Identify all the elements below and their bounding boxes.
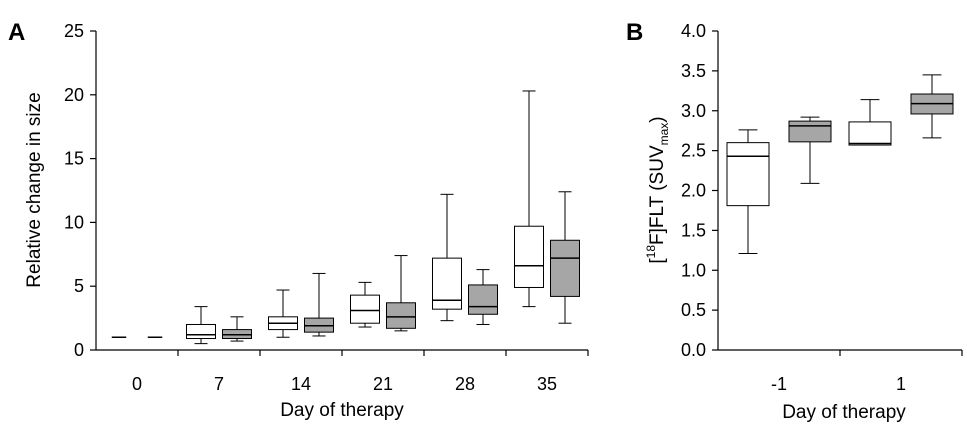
- panel-b-y-tick-label: 3.0: [681, 101, 706, 121]
- panel-b-y-tick-label: 1.5: [681, 220, 706, 240]
- panel-b-label: B: [626, 19, 643, 46]
- panel-b-y-tick-label: 3.5: [681, 61, 706, 81]
- box-plot-a-gray-7: [222, 316, 252, 342]
- iqr-box: [186, 323, 216, 340]
- panel-a-x-tick-label: 14: [291, 374, 311, 394]
- panel-a-y-tick-label: 25: [64, 21, 84, 41]
- panel-b-y-tick-label: 2.0: [681, 181, 706, 201]
- panel-b-y-tick-label: 0.0: [681, 340, 706, 360]
- panel-b-y-tick-label: 4.0: [681, 21, 706, 41]
- iqr-box: [788, 120, 832, 143]
- panel-a-y-tick-label: 5: [74, 276, 84, 296]
- box-plot-b-gray--1: [788, 116, 832, 184]
- panel-a-x-tick-label: 35: [537, 374, 557, 394]
- iqr-box: [386, 302, 416, 329]
- panel-b-x-tick-label: -1: [771, 374, 787, 394]
- box-plot-a-gray-28: [468, 269, 498, 325]
- panel-a-y-tick-label: 10: [64, 212, 84, 232]
- panel-a-x-tick-label: 7: [214, 374, 224, 394]
- panel-a-x-axis-title: Day of therapy: [280, 400, 404, 421]
- box-plot-a-white-35: [514, 90, 544, 308]
- iqr-box: [848, 121, 892, 146]
- panel-a-y-tick-label: 0: [74, 340, 84, 360]
- panel-a-label: A: [8, 19, 25, 46]
- panel-a-y-axis-title: Relative change in size: [24, 92, 45, 287]
- panel-b-x-tick-label: 1: [896, 374, 906, 394]
- panel-a-y-tick-label: 20: [64, 85, 84, 105]
- panel-a-x-tick-label: 0: [132, 374, 142, 394]
- panel-a-x-tick-label: 21: [373, 374, 393, 394]
- box-plot-a-white-21: [350, 281, 380, 328]
- panel-a-y-tick-label: 15: [64, 149, 84, 169]
- iqr-box: [514, 225, 544, 288]
- iqr-box: [432, 257, 462, 310]
- panel-b-y-axis-title: [18F]FLT (SUVmax): [644, 116, 671, 263]
- box-plot-b-white--1: [726, 129, 770, 255]
- box-plot-a-white-7: [186, 306, 216, 345]
- panel-b-y-tick-label: 2.5: [681, 141, 706, 161]
- panel-b-y-tick-label: 1.0: [681, 260, 706, 280]
- box-plot-a-gray-21: [386, 255, 416, 332]
- panel-a-x-tick-label: 28: [455, 374, 475, 394]
- panel-b-y-tick-label: 0.5: [681, 300, 706, 320]
- iqr-box: [350, 294, 380, 324]
- box-plot-b-gray-1: [910, 74, 954, 139]
- box-plot-a-white-14: [268, 289, 298, 338]
- iqr-box: [726, 142, 770, 207]
- box-plot-b-white-1: [848, 99, 892, 146]
- box-plot-a-white-28: [432, 193, 462, 322]
- box-plot-a-gray-14: [304, 272, 334, 337]
- box-plot-a-gray-35: [550, 191, 580, 324]
- panel-a-plot: 0 5 10 15 20 25 0 7 14 21 28 35: [64, 21, 589, 394]
- iqr-box: [468, 284, 498, 315]
- panel-b-x-axis-title: Day of therapy: [782, 402, 906, 423]
- iqr-box: [550, 239, 580, 297]
- panel-b-plot: 0.0 0.5 1.0 1.5 2.0 2.5 3.0 3.5 4.0 -1 1: [681, 21, 963, 394]
